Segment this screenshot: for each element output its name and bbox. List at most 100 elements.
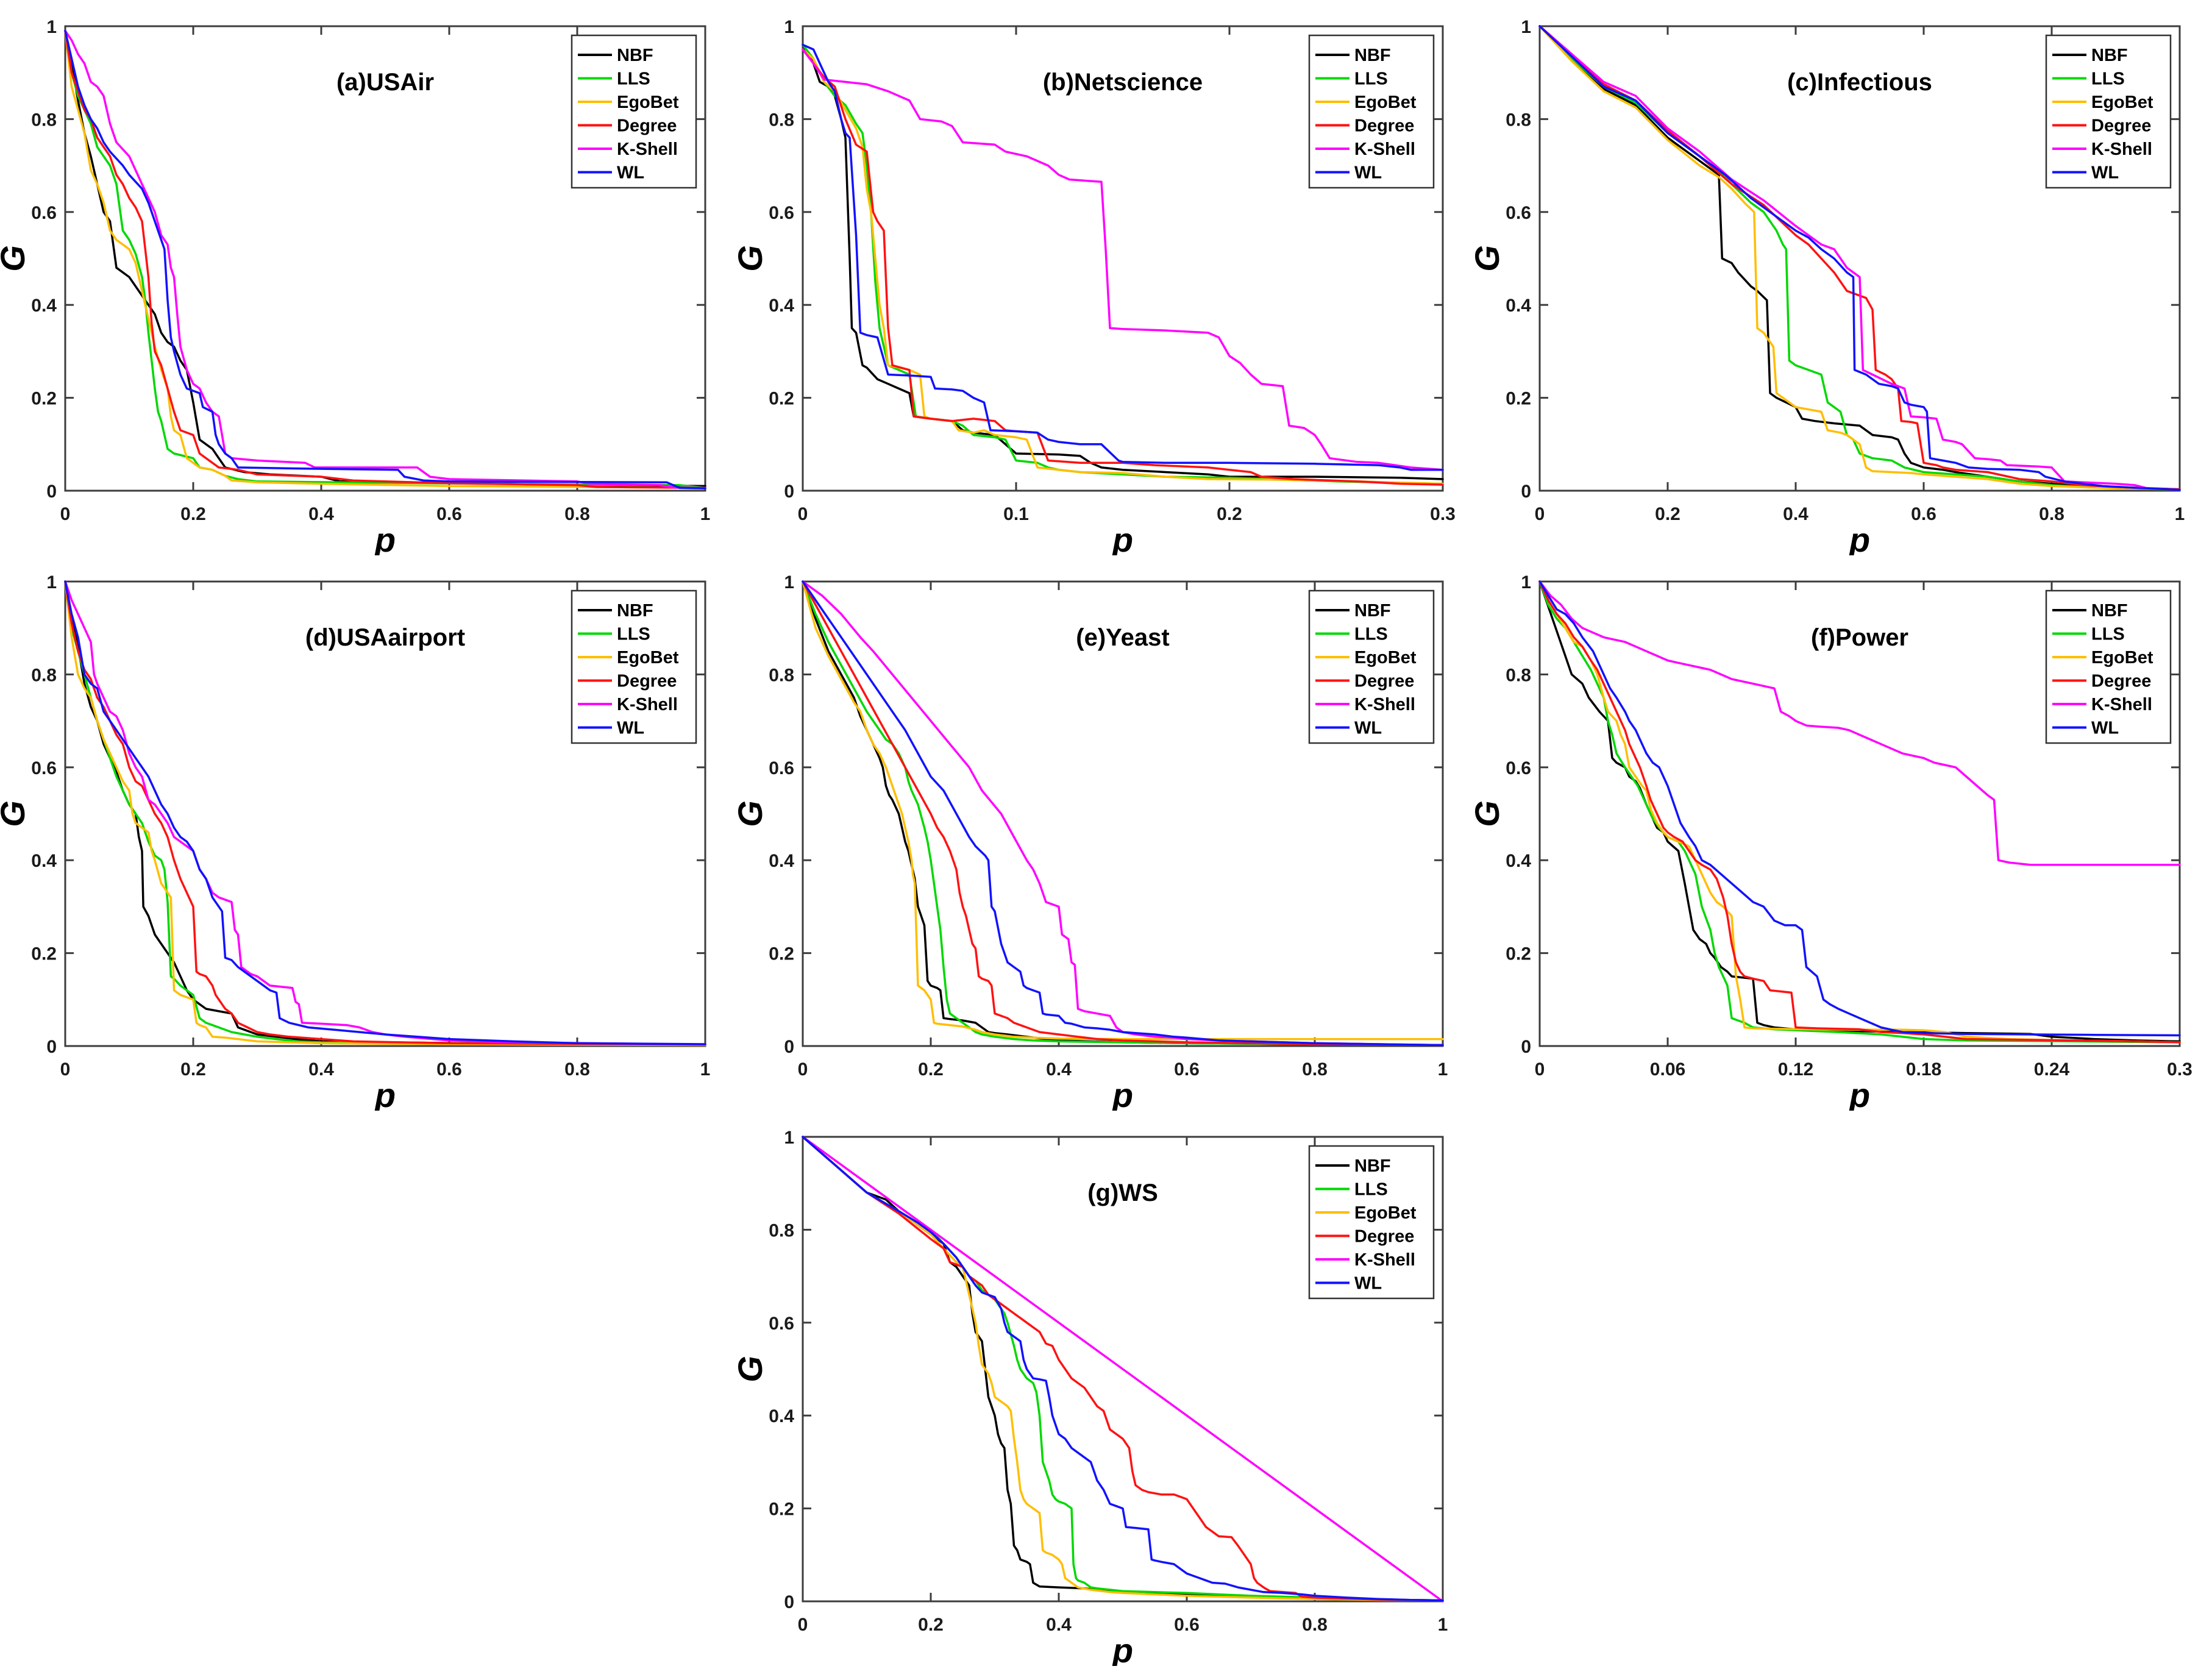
- x-tick-label: 0.4: [1046, 1615, 1072, 1635]
- chart-title: (c)Infectious: [1787, 69, 1932, 96]
- x-tick-label: 0.8: [1302, 1059, 1328, 1080]
- y-tick-label: 0.2: [1506, 944, 1531, 964]
- legend-label-WL: WL: [1354, 163, 1382, 183]
- chart-svg-b: 0 0.1 0.2 0.3 0 0.2 0.4 0.6 0.8 1 (b)Netscience p G N…: [731, 17, 1456, 559]
- y-axis-label: G: [738, 1356, 769, 1383]
- series-line-LLS: [64, 29, 706, 489]
- y-tick-label: 0.8: [31, 110, 57, 130]
- x-tick-label: 0.2: [918, 1059, 944, 1080]
- y-tick-label: 1: [1521, 17, 1531, 37]
- chart-title: (b)Netscience: [1043, 69, 1203, 96]
- y-axis-label: G: [738, 245, 769, 272]
- legend-label-EgoBet: EgoBet: [617, 648, 679, 667]
- y-tick-label: 0.6: [769, 203, 794, 223]
- series-line-WL: [64, 29, 706, 489]
- legend-label-EgoBet: EgoBet: [1354, 93, 1417, 112]
- x-tick-label: 0.24: [2034, 1059, 2070, 1080]
- legend-box: [2045, 34, 2172, 189]
- x-tick-label: 0.2: [918, 1615, 944, 1635]
- legend-label-WL: WL: [1354, 1274, 1382, 1294]
- y-tick-label: 1: [1521, 572, 1531, 593]
- legend-label-NBF: NBF: [617, 601, 653, 621]
- chart-title: (f)Power: [1811, 624, 1908, 651]
- x-axis-label: p: [1848, 1076, 1870, 1111]
- legend-box: [1308, 1145, 1435, 1300]
- y-tick-label: 1: [46, 572, 57, 593]
- x-tick-label: 0.8: [2039, 504, 2064, 524]
- x-tick-label: 0: [798, 1059, 808, 1080]
- series-line-WL: [1538, 25, 2181, 491]
- legend-label-LLS: LLS: [1354, 625, 1388, 644]
- series-line-Degree: [1538, 580, 2181, 1044]
- y-tick-label: 0.2: [31, 944, 57, 964]
- x-tick-label: 0: [798, 1615, 808, 1635]
- x-axis-label: p: [1111, 521, 1133, 555]
- series-line-WL: [802, 580, 1444, 1047]
- legend-box: [571, 34, 697, 189]
- x-tick-label: 0.8: [564, 1059, 590, 1080]
- series-line-NBF: [64, 580, 706, 1046]
- y-tick-label: 0: [1521, 482, 1531, 502]
- y-tick-label: 0.8: [31, 665, 57, 685]
- legend-label-K-Shell: K-Shell: [2091, 695, 2152, 714]
- series-line-K-Shell: [802, 1136, 1444, 1603]
- x-tick-label: 0.2: [180, 1059, 206, 1080]
- chart-title: (d)USAairport: [305, 624, 465, 651]
- chart-panel-power: 0 0.06 0.12 0.18 0.24 0.3 0 0.2 0.4 0.6 0.8 1 (f)Pow…: [1468, 555, 2212, 1114]
- y-axis-label: G: [1474, 245, 1506, 272]
- x-tick-label: 0.6: [1911, 504, 1936, 524]
- x-tick-label: 0.4: [1783, 504, 1808, 524]
- series-line-WL: [802, 1136, 1444, 1602]
- series-line-Degree: [802, 48, 1444, 486]
- series-line-K-Shell: [64, 29, 706, 489]
- y-tick-label: 0: [46, 1037, 57, 1057]
- chart-svg-a: 0 0.2 0.4 0.6 0.8 1 0 0.2 0.4 0.6 0.8 1 (a)USAir p G NB…: [0, 17, 711, 559]
- series-line-WL: [1538, 580, 2181, 1037]
- chart-title: (a)USAir: [336, 69, 434, 96]
- series-line-EgoBet: [1538, 25, 2181, 491]
- chart-svg-d: 0 0.2 0.4 0.6 0.8 1 0 0.2 0.4 0.6 0.8 1 (d)USAairpor…: [0, 572, 710, 1114]
- legend-label-Degree: Degree: [1354, 116, 1414, 136]
- legend-label-NBF: NBF: [1354, 1156, 1391, 1176]
- x-tick-label: 0.2: [1655, 504, 1680, 524]
- x-axis-label: p: [374, 521, 396, 555]
- x-tick-label: 0.2: [180, 504, 206, 524]
- legend-label-Degree: Degree: [617, 672, 677, 691]
- legend-label-K-Shell: K-Shell: [617, 140, 678, 159]
- plot-frame: [64, 580, 706, 1047]
- y-tick-label: 0.4: [1506, 851, 1531, 871]
- series-line-WL: [64, 580, 706, 1045]
- chart-svg-e: 0 0.2 0.4 0.6 0.8 1 0 0.2 0.4 0.6 0.8 1 (e)Yeast p G NB…: [731, 572, 1448, 1114]
- x-tick-label: 0.6: [436, 1059, 462, 1080]
- series-line-NBF: [1538, 25, 2181, 491]
- legend-label-K-Shell: K-Shell: [1354, 140, 1415, 159]
- y-tick-label: 0.6: [31, 203, 57, 223]
- x-tick-label: 0: [1535, 1059, 1545, 1080]
- x-tick-label: 0.1: [1003, 504, 1029, 524]
- x-tick-label: 1: [2175, 504, 2185, 524]
- legend-box: [571, 589, 697, 744]
- legend-label-K-Shell: K-Shell: [1354, 1250, 1415, 1270]
- x-tick-label: 0.4: [308, 504, 334, 524]
- legend-label-Degree: Degree: [1354, 672, 1414, 691]
- legend-label-LLS: LLS: [2091, 625, 2125, 644]
- legend-label-LLS: LLS: [2091, 69, 2125, 89]
- y-tick-label: 0: [1521, 1037, 1531, 1057]
- x-tick-label: 0.12: [1778, 1059, 1813, 1080]
- y-tick-label: 0.4: [769, 296, 794, 316]
- x-tick-label: 0: [60, 1059, 71, 1080]
- series-line-Degree: [64, 580, 706, 1046]
- chart-title: (g)WS: [1087, 1180, 1158, 1206]
- legend-label-NBF: NBF: [617, 46, 653, 65]
- chart-panel-usair: 0 0.2 0.4 0.6 0.8 1 0 0.2 0.4 0.6 0.8 1 (a)USAir p G NB…: [0, 0, 738, 559]
- y-tick-label: 0.4: [31, 851, 57, 871]
- chart-title: (e)Yeast: [1076, 624, 1169, 651]
- chart-svg-g: 0 0.2 0.4 0.6 0.8 1 0 0.2 0.4 0.6 0.8 1 (g)WS p G NBF LL…: [731, 1128, 1448, 1669]
- x-tick-label: 1: [700, 504, 711, 524]
- x-tick-label: 0.3: [2167, 1059, 2192, 1080]
- x-tick-label: 0.06: [1650, 1059, 1685, 1080]
- x-tick-label: 0: [1535, 504, 1545, 524]
- series-line-Degree: [802, 1136, 1444, 1602]
- legend-label-EgoBet: EgoBet: [2091, 93, 2153, 112]
- legend-label-LLS: LLS: [1354, 69, 1388, 89]
